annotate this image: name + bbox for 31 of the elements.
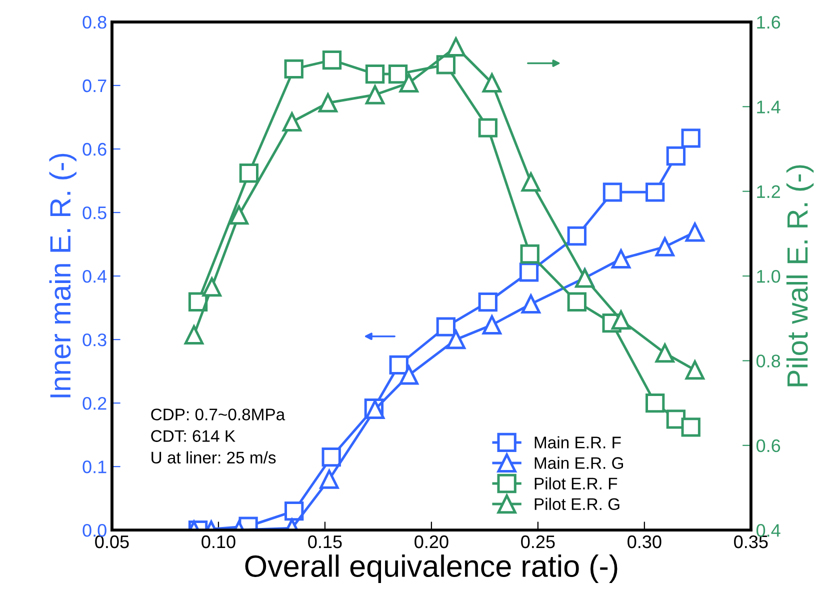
x-tick-label: 0.10 [202,535,236,548]
y2-axis-title: Pilot wall E. R. (-) [786,165,814,386]
y-tick-label: 0.6 [82,142,106,156]
annotation: CDP: 0.7~0.8MPa CDT: 614 K U at liner: 25 m/s [151,408,286,464]
y-tick-label: 0.8 [82,16,106,29]
legend-label: Main E.R. G [534,456,623,469]
y-tick-label: 0.2 [82,396,106,410]
y2-tick-label: 0.6 [756,439,780,452]
y2-tick-label: 1.2 [757,185,780,198]
legend-label: Main E.R. F [534,436,621,448]
x-tick-label: 0.05 [95,535,129,548]
legend-label: Pilot E.R. G [534,498,620,510]
x-tick-label: 0.20 [414,535,448,548]
y2-tick-label: 0.8 [756,354,780,368]
y2-tick-label: 1.4 [757,100,780,114]
y2-tick-label: 1.0 [757,270,780,283]
x-tick-label: 0.25 [521,535,555,548]
y-axis-title: Inner main E. R. (-) [49,154,76,398]
y-tick-label: 0.3 [82,333,106,346]
x-axis-title: Overall equivalence ratio (-) [245,554,618,584]
x-tick-label: 0.30 [628,535,662,548]
y-tick-label: 0.5 [82,206,106,220]
legend-label: Pilot E.R. F [534,477,618,490]
y-tick-label: 0.0 [82,524,106,537]
x-tick-label: 0.35 [734,535,768,548]
y2-tick-label: 0.4 [756,524,780,537]
y-tick-label: 0.4 [82,270,107,283]
y-tick-label: 0.7 [82,79,106,92]
y2-tick-label: 1.6 [757,16,780,29]
x-tick-label: 0.15 [308,535,342,548]
y-tick-label: 0.1 [82,460,106,474]
